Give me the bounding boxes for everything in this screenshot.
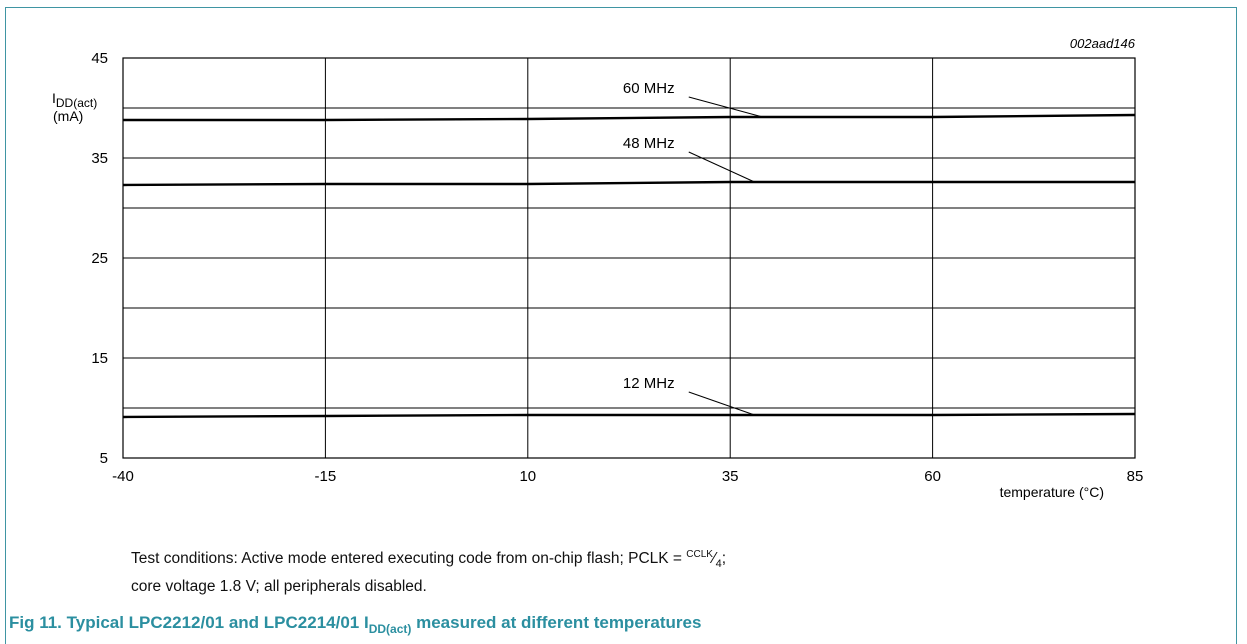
test-conditions-line-1: Test conditions: Active mode entered exe…: [131, 549, 727, 570]
x-tick-label: -15: [315, 468, 337, 485]
plot-border: [122, 57, 1136, 459]
y-axis-label: IDD(act): [52, 90, 97, 110]
x-tick-label: 35: [722, 468, 739, 485]
y-tick-label: 15: [91, 350, 108, 367]
chart-svg: -40 -15 10 35 60 85 5 15 25 35 45 002aad146 IDD(act)…: [52, 36, 1143, 500]
figure-caption: Fig 11. Typical LPC2212/01 and LPC2214/0…: [9, 613, 702, 636]
x-tick-label: 10: [519, 468, 536, 485]
test-conditions-suffix: ;: [721, 550, 727, 567]
pclk-fraction-numerator: CCLK: [686, 549, 713, 560]
caption-subscript: DD(act): [368, 622, 412, 636]
series-line: [122, 180, 1135, 187]
series-leader-line: [688, 151, 755, 183]
series-leader-line: [688, 391, 755, 416]
y-axis-label-sub: DD(act): [56, 96, 97, 110]
series-label: 60 MHz: [623, 80, 675, 97]
series-label: 12 MHz: [623, 375, 675, 392]
caption-suffix: measured at different temperatures: [411, 613, 702, 632]
y-tick-label: 35: [91, 150, 108, 167]
x-axis-label: temperature (°C): [1000, 484, 1104, 500]
x-tick-label: -40: [112, 468, 134, 485]
test-conditions-line-2: core voltage 1.8 V; all peripherals disa…: [131, 578, 427, 595]
figure-code: 002aad146: [1070, 36, 1136, 51]
x-tick-label: 60: [924, 468, 941, 485]
series-label: 48 MHz: [623, 135, 675, 152]
y-tick-label: 25: [91, 250, 108, 267]
caption-text: Fig 11. Typical LPC2212/01 and LPC2214/0…: [9, 613, 369, 632]
series-leader-line: [688, 96, 763, 118]
fraction-slash: ⁄: [712, 550, 716, 567]
x-tick-label: 85: [1127, 468, 1144, 485]
y-tick-label: 5: [100, 450, 108, 467]
pclk-fraction-denominator: 4: [715, 558, 722, 570]
y-axis-unit: (mA): [53, 108, 83, 124]
series-line: [122, 412, 1136, 419]
y-tick-label: 45: [91, 50, 108, 67]
y-axis-label-main: I: [52, 90, 56, 106]
series-line: [123, 113, 1136, 122]
test-conditions-text: Test conditions: Active mode entered exe…: [131, 550, 687, 567]
figure-frame: [5, 7, 1237, 644]
